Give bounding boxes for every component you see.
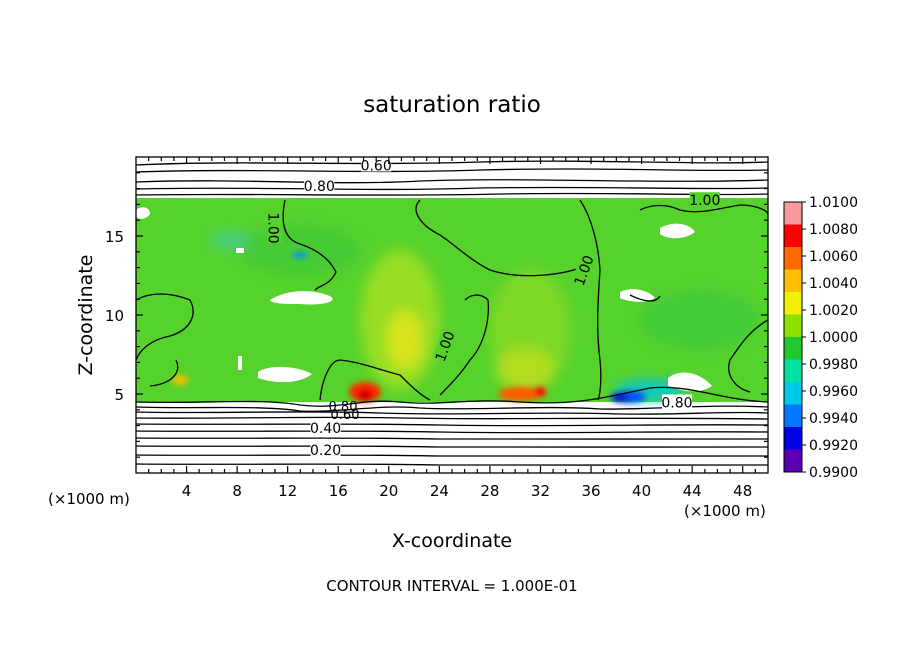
- x-tick-label: 40: [632, 482, 651, 500]
- x-tick-label: 8: [232, 482, 242, 500]
- colorbar-segment: [784, 449, 802, 473]
- x-tick-label: 48: [733, 482, 752, 500]
- contour-label: 0.40: [310, 419, 341, 437]
- x-tick-label: 12: [278, 482, 297, 500]
- colorbar-segment: [784, 382, 802, 405]
- svg-text:0.80: 0.80: [661, 395, 692, 411]
- contour-label-dense-1: 0.80: [329, 400, 358, 415]
- x-tick-label: 32: [531, 482, 550, 500]
- colorbar-segment: [784, 404, 802, 428]
- colorbar-label: 0.9960: [809, 384, 858, 400]
- svg-text:0.40: 0.40: [310, 421, 341, 437]
- contour-label-dense-2: 0.60: [331, 408, 360, 423]
- svg-text:0.20: 0.20: [310, 443, 341, 459]
- x-axis-label: X-coordinate: [392, 530, 512, 552]
- colorbar-label: 1.0100: [809, 195, 858, 211]
- svg-text:1.00: 1.00: [265, 213, 281, 244]
- colorbar-segment: [784, 224, 802, 248]
- y-tick-labels: 5 10 15: [105, 228, 124, 404]
- axis-ticks: [136, 157, 768, 473]
- colorbar-label: 1.0060: [809, 249, 858, 265]
- x-unit-left: (×1000 m): [48, 490, 130, 508]
- x-tick-label: 24: [430, 482, 449, 500]
- colorbar-label: 0.9980: [809, 357, 858, 373]
- colorbar-label: 0.9920: [809, 438, 858, 454]
- heatmap-field: [136, 157, 768, 473]
- x-tick-label: 36: [581, 482, 600, 500]
- colorbar-segment: [784, 292, 802, 315]
- colorbar-label: 0.9900: [809, 465, 858, 481]
- x-tick-label: 4: [182, 482, 192, 500]
- svg-text:1.00: 1.00: [689, 193, 720, 209]
- colorbar-segment: [784, 314, 802, 338]
- y-axis-label: Z-coordinate: [75, 255, 97, 376]
- y-tick-label: 5: [114, 386, 124, 404]
- colorbar-segment: [784, 359, 802, 383]
- y-tick-label: 15: [105, 228, 124, 246]
- colorbar-segment: [784, 337, 802, 360]
- x-tick-labels: 4 8 12 16 20 24 28 32 36 40 44 48: [182, 482, 752, 500]
- colorbar-segment: [784, 427, 802, 450]
- colorbar-label: 1.0020: [809, 303, 858, 319]
- contour-label: 0.60: [361, 157, 392, 174]
- x-tick-label: 16: [329, 482, 348, 500]
- colorbar-label: 1.0000: [809, 330, 858, 346]
- colorbar-label: 1.0040: [809, 276, 858, 292]
- x-tick-label: 20: [379, 482, 398, 500]
- contour-label: 0.80: [304, 178, 335, 195]
- colorbar: 1.0100 1.0080 1.0060 1.0040 1.0020 1.0000 0.99…: [783, 195, 858, 481]
- x-tick-label: 28: [480, 482, 499, 500]
- y-tick-label: 10: [105, 307, 124, 325]
- colorbar-label: 0.9940: [809, 411, 858, 427]
- contour-label: 0.80: [661, 394, 693, 411]
- x-unit-right: (×1000 m): [684, 502, 766, 520]
- svg-text:0.60: 0.60: [361, 158, 392, 174]
- contour-labels: 0.600.801.001.001.001.000.800.400.20: [265, 157, 720, 459]
- contour-label: 0.20: [310, 441, 341, 459]
- colorbar-segment: [784, 247, 802, 270]
- colorbar-label: 1.0080: [809, 222, 858, 238]
- contour-interval-note: CONTOUR INTERVAL = 1.000E-01: [326, 577, 577, 595]
- contour-label: 1.00: [689, 192, 720, 209]
- colorbar-segment: [784, 202, 802, 225]
- contour-label: 1.00: [265, 213, 282, 244]
- contour-lines: [136, 160, 768, 466]
- chart-title: saturation ratio: [363, 92, 541, 118]
- colorbar-segment: [784, 269, 802, 293]
- svg-text:0.80: 0.80: [304, 179, 335, 195]
- x-tick-label: 44: [683, 482, 702, 500]
